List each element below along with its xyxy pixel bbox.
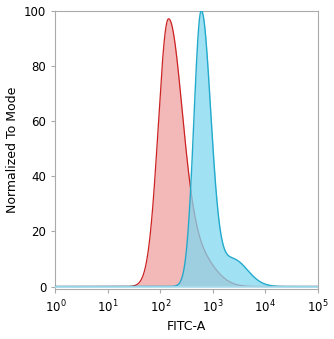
- X-axis label: FITC-A: FITC-A: [167, 320, 206, 334]
- Y-axis label: Normalized To Mode: Normalized To Mode: [6, 87, 19, 213]
